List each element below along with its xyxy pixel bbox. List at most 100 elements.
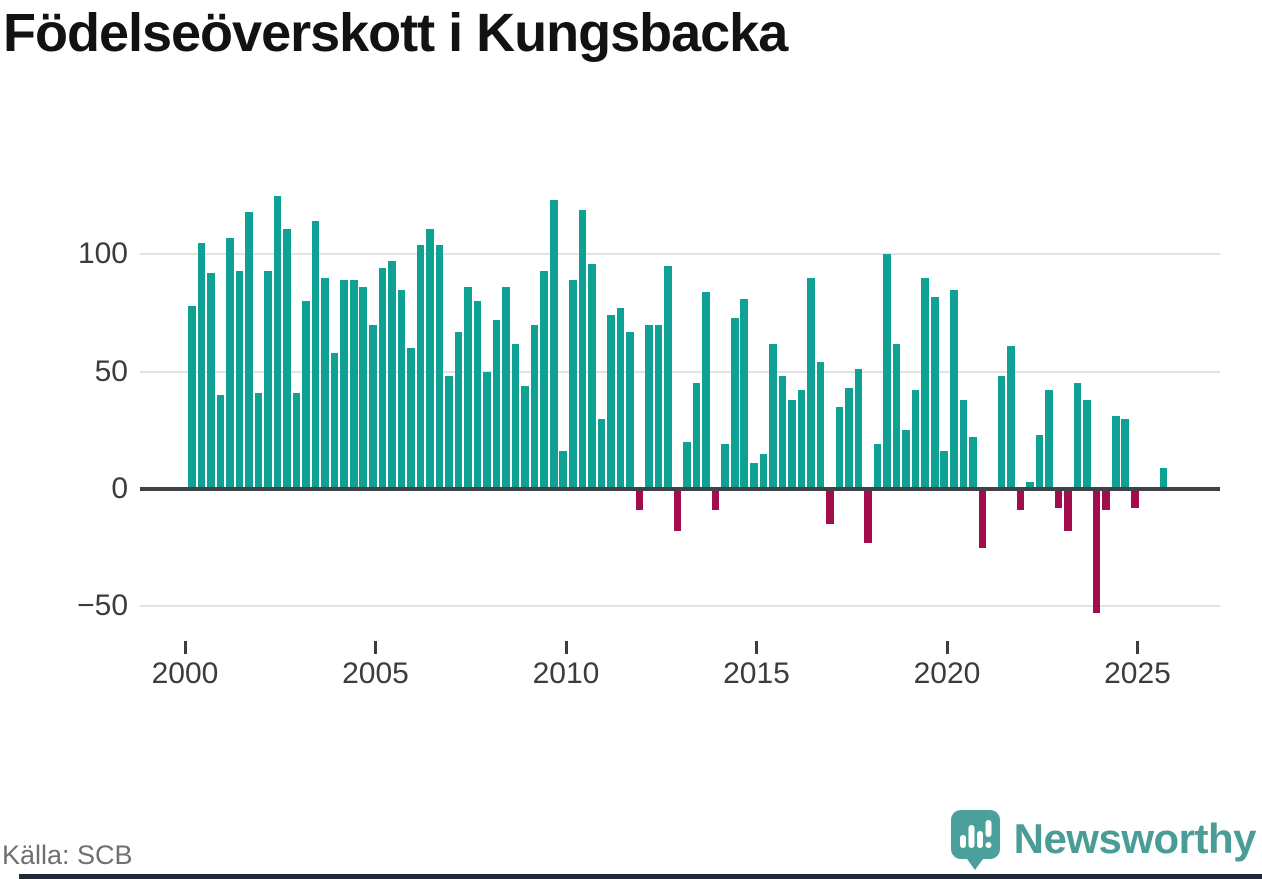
bar-positive (292, 392, 301, 489)
bar-positive (597, 418, 606, 489)
y-axis-label: 0 (111, 472, 128, 505)
bar-positive (683, 442, 691, 489)
bar-positive (368, 324, 377, 489)
bar-positive (416, 244, 425, 489)
x-axis-label: 2005 (342, 657, 409, 690)
bar-positive (264, 270, 272, 489)
gridline-50 (140, 370, 1220, 373)
bar-positive (1045, 390, 1053, 489)
bar-positive (740, 298, 749, 489)
bar-positive (940, 451, 949, 489)
y-axis-label: 100 (77, 237, 128, 271)
bar-positive (197, 242, 206, 489)
bar-positive (692, 383, 701, 489)
bar-positive (607, 315, 615, 489)
x-axis-zero-line (140, 487, 1220, 491)
bar-positive (654, 324, 663, 489)
x-axis-tick (564, 641, 568, 654)
bar-positive (569, 280, 577, 489)
x-axis-tick (755, 641, 758, 654)
bar-positive (997, 376, 1006, 489)
bar-positive (911, 390, 920, 489)
bar-positive (311, 221, 320, 489)
bar-negative (1016, 489, 1025, 511)
bar-positive (788, 399, 796, 489)
bar-positive (254, 392, 263, 489)
bar-positive (340, 280, 348, 489)
bar-positive (749, 463, 758, 489)
bar-positive (1083, 399, 1091, 489)
bar-positive (207, 273, 215, 489)
bar-negative (826, 489, 834, 525)
bar-positive (769, 343, 777, 489)
bar-positive (759, 453, 768, 489)
bar-positive (349, 280, 358, 489)
bar-positive (902, 430, 910, 489)
bar-positive (445, 376, 453, 489)
bar-negative (978, 489, 987, 548)
bar-positive (721, 444, 729, 489)
bar-positive (407, 348, 415, 489)
bar-positive (626, 331, 634, 489)
bar-negative (711, 489, 720, 511)
x-axis-tick (374, 641, 377, 654)
x-axis-label: 2020 (913, 657, 981, 690)
x-axis-label: 2000 (151, 657, 219, 690)
bar-positive (330, 352, 339, 489)
bar-positive (1159, 467, 1168, 489)
bar-positive (645, 324, 653, 489)
bar-positive (521, 385, 529, 489)
bar-positive (492, 320, 501, 489)
bar-negative (1092, 489, 1101, 614)
bar-positive (921, 277, 930, 489)
y-axis-label: 50 (94, 354, 128, 388)
bar-positive (397, 289, 406, 489)
bar-negative (635, 489, 644, 511)
bar-positive (854, 369, 863, 489)
bar-positive (1026, 481, 1034, 489)
bar-positive (950, 289, 958, 489)
bar-positive (302, 301, 310, 489)
bar-positive (226, 237, 234, 489)
bar-positive (892, 343, 901, 489)
bar-negative (1064, 489, 1072, 532)
gridline--50 (140, 605, 1220, 608)
bar-positive (388, 261, 396, 489)
bar-positive (235, 270, 244, 489)
bar-positive (511, 343, 520, 489)
x-axis-tick (945, 641, 949, 654)
bar-positive (616, 308, 625, 489)
bar-positive (969, 437, 977, 489)
bar-positive (549, 200, 558, 489)
bar-positive (530, 324, 539, 489)
bar-positive (778, 376, 787, 489)
brand-name: Newsworthy (1013, 815, 1257, 862)
bar-negative (1130, 489, 1139, 508)
bar-positive (588, 263, 596, 489)
bar-positive (797, 390, 806, 489)
bar-negative (673, 489, 682, 532)
bar-negative (864, 489, 872, 543)
x-axis-label: 2010 (532, 657, 600, 690)
bar-positive (502, 287, 510, 489)
bar-positive (1073, 383, 1082, 489)
bar-positive (664, 266, 672, 489)
bar-positive (559, 451, 568, 489)
newsworthy-logo: Newsworthy (949, 808, 1257, 870)
bar-negative (1054, 489, 1063, 508)
bar-positive (730, 317, 739, 489)
bar-positive (873, 444, 882, 489)
bar-positive (835, 406, 844, 489)
bar-positive (930, 296, 939, 489)
bar-positive (702, 291, 710, 489)
bar-positive (1007, 345, 1015, 489)
bar-positive (1111, 416, 1120, 489)
bar-positive (540, 270, 549, 489)
bar-positive (321, 277, 329, 489)
bar-positive (464, 287, 472, 489)
y-axis-label: −50 (77, 589, 128, 623)
bar-positive (959, 399, 968, 489)
x-axis-label: 2025 (1104, 657, 1171, 690)
bar-positive (378, 268, 387, 489)
